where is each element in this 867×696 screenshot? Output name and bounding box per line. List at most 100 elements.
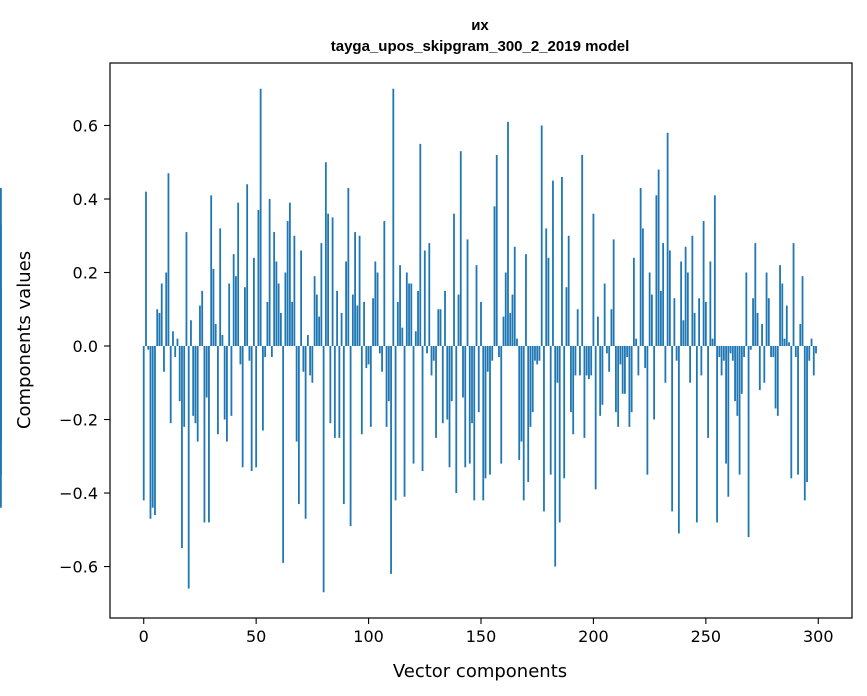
- bar-238: [677, 346, 680, 534]
- bar-8: [160, 283, 163, 347]
- bar-183: [554, 346, 557, 567]
- bar-136: [448, 346, 451, 468]
- bar-39: [230, 346, 233, 416]
- bar-264: [736, 346, 739, 416]
- y-tick-label: −0.6: [59, 558, 98, 577]
- bar-111: [392, 88, 395, 347]
- bar-265: [738, 346, 741, 475]
- bar-104: [376, 272, 379, 347]
- bar-261: [729, 346, 732, 354]
- bar-48: [250, 346, 253, 471]
- bar-14: [174, 346, 177, 358]
- bar-260: [727, 346, 730, 497]
- bar-142: [462, 346, 464, 398]
- bar-205: [603, 283, 606, 347]
- bar-140: [457, 294, 460, 347]
- bar-36: [223, 346, 226, 420]
- bar-242: [686, 272, 689, 347]
- x-axis-ticks: 0 50 100 150 200 250 300: [139, 618, 834, 646]
- bar-293: [801, 276, 804, 347]
- bar-278: [767, 298, 770, 347]
- x-tick-label: 250: [691, 627, 722, 646]
- bar-222: [641, 228, 644, 347]
- bar-115: [401, 327, 404, 347]
- bar-155: [491, 346, 494, 361]
- bar-216: [628, 346, 631, 427]
- bar-296: [808, 346, 811, 361]
- bar-99: [365, 346, 368, 369]
- bar-132: [439, 309, 442, 347]
- bar-72: [304, 346, 307, 519]
- bar-64: [286, 221, 289, 347]
- bar-164: [511, 294, 514, 347]
- bar-23: [194, 346, 197, 424]
- bar-241: [684, 246, 687, 347]
- bar-127: [428, 243, 431, 347]
- y-tick-label: 0.2: [73, 264, 98, 283]
- chart-title-line1: их: [471, 17, 489, 34]
- x-tick-label: 50: [246, 627, 266, 646]
- bar-176: [538, 346, 541, 361]
- bar-274: [758, 346, 761, 391]
- bar-227: [653, 346, 656, 420]
- bar-232: [664, 346, 667, 383]
- bar-2: [147, 346, 150, 350]
- bar-157: [495, 154, 498, 347]
- bar-203: [599, 346, 602, 416]
- bar-297: [810, 338, 813, 347]
- bar-89: [342, 346, 345, 505]
- bar-291: [797, 346, 799, 475]
- bar-56: [268, 198, 271, 347]
- bar-230: [659, 290, 662, 347]
- bar-270: [749, 346, 752, 350]
- bar-76: [313, 276, 316, 347]
- bar-107: [383, 221, 386, 347]
- bar-165: [513, 246, 516, 347]
- bar-61: [279, 312, 282, 347]
- bar-217: [630, 346, 633, 413]
- bar-244: [691, 235, 694, 347]
- bar-220: [637, 346, 640, 376]
- bar-156: [493, 206, 496, 347]
- bar-51: [257, 210, 260, 347]
- bar-49: [253, 257, 255, 347]
- bar-259: [725, 346, 727, 464]
- bar-103: [374, 261, 377, 347]
- bar-263: [734, 346, 736, 402]
- bar-122: [417, 290, 419, 347]
- bar-185: [558, 346, 561, 523]
- bar-19: [185, 232, 188, 347]
- bar-257: [720, 346, 723, 376]
- bar-179: [545, 228, 548, 347]
- bar-125: [423, 250, 426, 347]
- bar-226: [650, 294, 653, 347]
- bar-17: [181, 346, 183, 549]
- bar-192: [574, 346, 577, 376]
- bar-96: [358, 235, 361, 347]
- bar-41: [235, 276, 237, 347]
- bar-197: [585, 346, 588, 376]
- bar-146: [471, 346, 473, 424]
- bar-207: [608, 346, 611, 372]
- bar-181: [549, 346, 552, 475]
- bar-undefined: [0, 346, 2, 442]
- bar-88: [340, 312, 343, 347]
- bar-95: [356, 305, 359, 347]
- bar-287: [788, 342, 790, 347]
- bar-110: [390, 346, 392, 574]
- bar-195: [581, 154, 584, 347]
- bar-67: [293, 235, 296, 347]
- bar-60: [277, 283, 280, 347]
- bar-289: [792, 243, 795, 347]
- bar-54: [264, 346, 267, 358]
- bar-201: [594, 346, 597, 490]
- bar-80: [322, 346, 325, 593]
- bar-161: [504, 272, 507, 347]
- bar-undefined: [0, 287, 2, 347]
- bar-58: [273, 232, 276, 347]
- bar-152: [484, 346, 487, 479]
- x-tick-label: 150: [466, 627, 497, 646]
- bar-178: [543, 346, 545, 512]
- bar-168: [520, 346, 523, 442]
- bar-273: [756, 312, 759, 347]
